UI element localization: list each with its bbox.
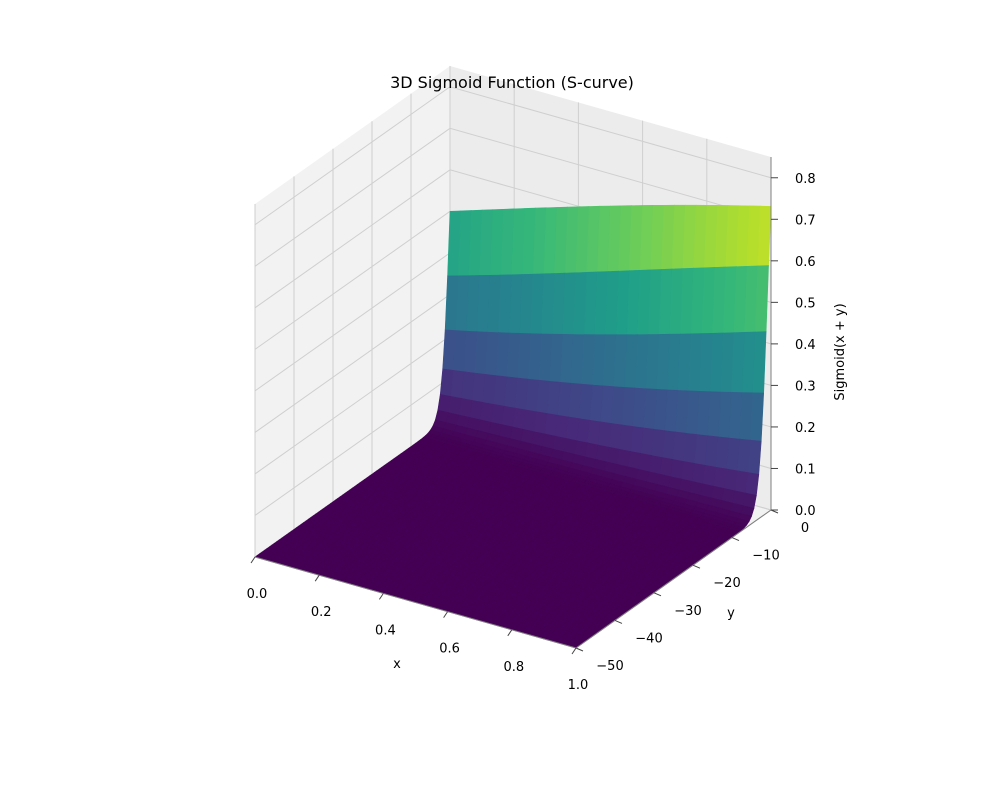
x-tick-label: 0.4 (375, 623, 396, 638)
x-axis-line (254, 556, 577, 649)
y-tick-label: −10 (752, 549, 779, 564)
x-tick-mark (507, 629, 513, 637)
surface-patch (757, 205, 772, 267)
z-tick-label: 0.8 (795, 172, 816, 187)
x-tick-label: 0.2 (311, 605, 332, 620)
axis-lines (254, 157, 772, 649)
x-tick-mark (443, 611, 449, 618)
z-axis-label: Sigmoid(x + y) (833, 303, 848, 400)
y-tick-mark (653, 592, 662, 597)
y-tick-mark (731, 537, 740, 542)
z-tick-label: 0.5 (795, 296, 816, 311)
y-tick-mark (692, 564, 701, 569)
surface-plot (254, 204, 772, 649)
y-axis-line (575, 509, 772, 649)
z-tick-label: 0.7 (795, 213, 816, 228)
surface-patch (750, 392, 765, 442)
gridline-z (254, 86, 772, 226)
surface-patch (745, 472, 760, 496)
x-tick-mark (571, 647, 577, 655)
surface-patch (747, 439, 762, 475)
y-tick-label: −30 (674, 604, 701, 619)
x-tick-mark (250, 556, 256, 564)
x-tick-label: 0.6 (439, 642, 460, 657)
z-tick-label: 0.0 (795, 504, 816, 519)
y-tick-label: −40 (635, 631, 662, 646)
y-tick-label: 0 (801, 521, 809, 536)
z-tick-label: 0.4 (795, 338, 816, 353)
gridline-z (254, 127, 772, 267)
x-tick-label: 1.0 (568, 678, 589, 693)
x-tick-label: 0.8 (503, 660, 524, 675)
y-axis-label: y (727, 606, 735, 621)
x-tick-mark (314, 574, 320, 582)
z-tick-label: 0.1 (795, 462, 816, 477)
y-tick-mark (575, 647, 584, 652)
y-tick-label: −20 (713, 576, 740, 591)
axis-ticks: 0.0 0.2 0.4 0.6 0.8 1.0 0 −10 −20 −30 −40 −50 0.0 0.1… (247, 172, 816, 693)
x-tick-label: 0.0 (247, 587, 268, 602)
y-tick-label: −50 (596, 659, 623, 674)
x-axis-label: x (393, 657, 401, 672)
surface-patch (752, 331, 767, 394)
chart-title: 3D Sigmoid Function (S-curve) (390, 73, 634, 92)
z-tick-label: 0.6 (795, 255, 816, 270)
y-tick-mark (614, 619, 623, 624)
z-tick-label: 0.3 (795, 379, 816, 394)
x-tick-mark (378, 593, 384, 600)
surface-patch (755, 265, 769, 333)
z-tick-label: 0.2 (795, 421, 816, 436)
left-wall-pane (255, 66, 450, 557)
